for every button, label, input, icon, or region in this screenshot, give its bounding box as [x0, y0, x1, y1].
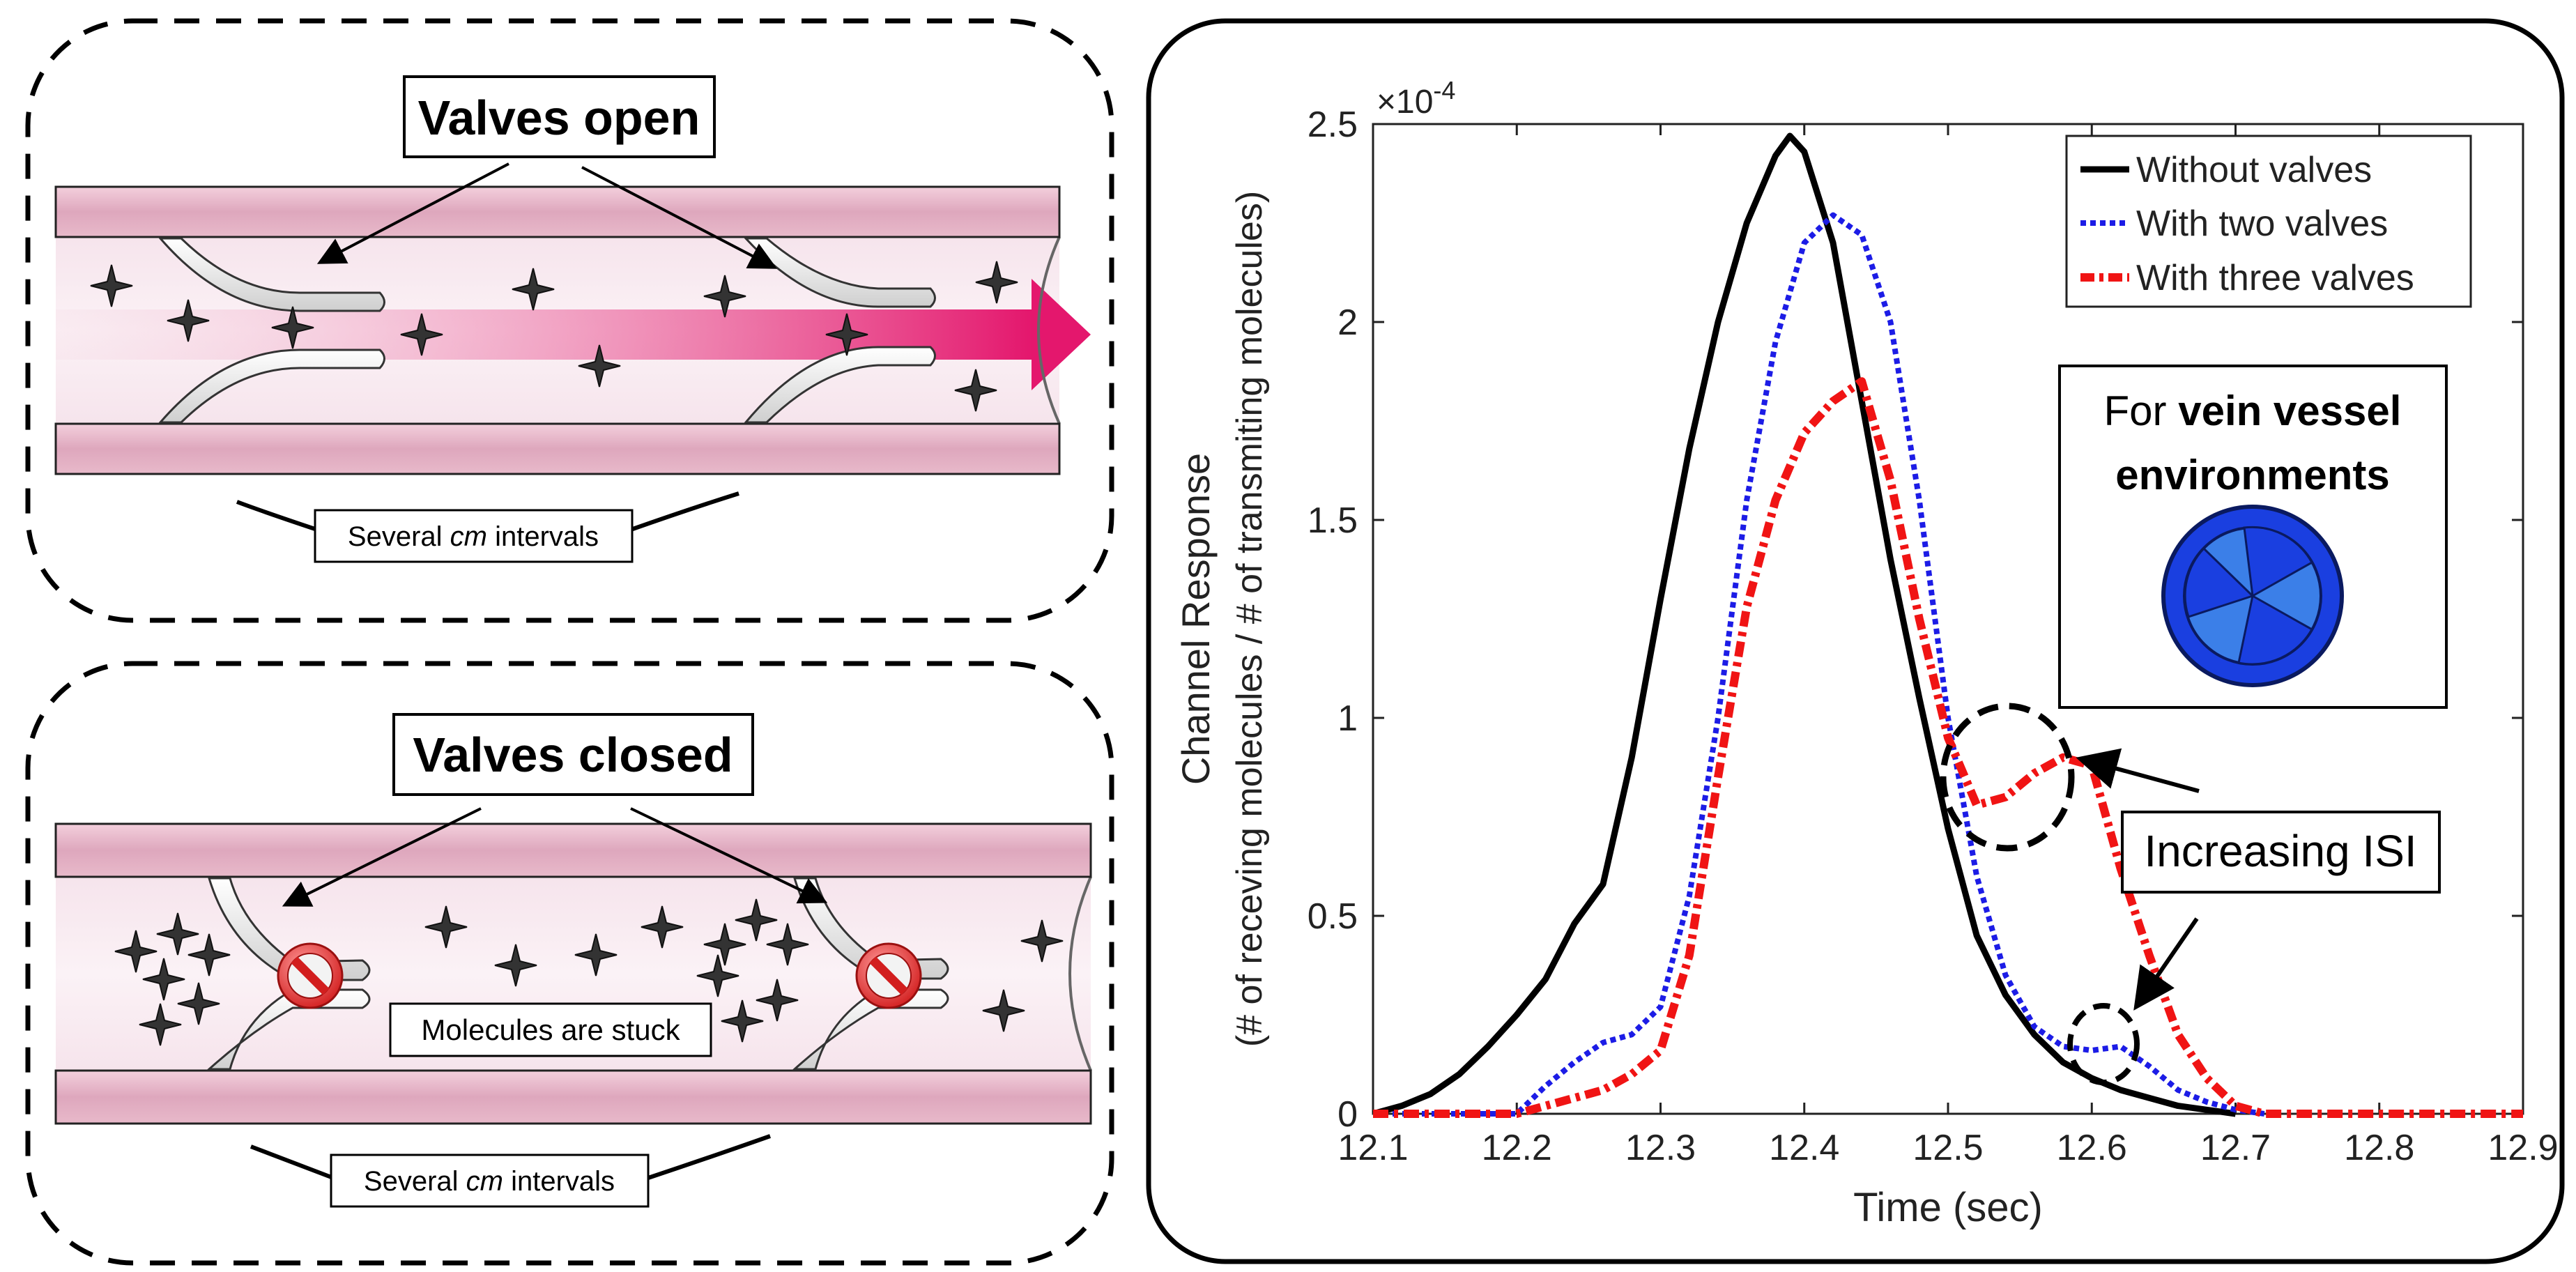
interval-brace-closed-right [647, 1134, 771, 1180]
valves-closed-title-box: Valves closed [392, 713, 754, 796]
legend-box [2065, 135, 2472, 308]
valves-open-title-box: Valves open [403, 75, 716, 158]
legend-label-without-valves: Without valves [2136, 150, 2372, 190]
x-tick-label: 12.6 [2057, 1128, 2127, 1168]
pointer-arrow-open-1 [316, 162, 509, 264]
legend-label-three-valves: With three valves [2136, 258, 2414, 298]
series-line-without-valves [1372, 132, 2237, 1117]
y-axis-label-line2: (# of receving molecules / # of transmit… [1229, 191, 1270, 1047]
valve-leaflet-bottom-2 [743, 346, 936, 424]
y-tick-label: 2.5 [1308, 105, 1358, 145]
chart-panel-border [1146, 18, 2565, 1264]
interval-brace-open-right [630, 491, 739, 532]
x-tick-label: 12.8 [2344, 1128, 2414, 1168]
legend: Without valves With two valves With thre… [2065, 135, 2472, 308]
isi-arrow-2 [2133, 917, 2199, 1011]
y-tick-label: 2 [1337, 302, 1358, 343]
vessel-end-curve-closed [1068, 876, 1092, 1071]
vein-valve-icon [2161, 505, 2344, 687]
valve-closed-bottom-2 [792, 988, 949, 1071]
vein-vessel-annotation: For vein vessel environments [2058, 365, 2448, 709]
y-axis-label-line1: Channel Response [1174, 453, 1218, 785]
stuck-label-box [389, 1002, 712, 1057]
x-tick-label: 12.3 [1625, 1128, 1696, 1168]
interval-label-closed-box [330, 1154, 650, 1208]
y-tick-label: 0 [1337, 1094, 1358, 1135]
y-tick-label: 1.5 [1308, 500, 1358, 541]
isi-circle-large [1940, 703, 2075, 852]
flow-arrow-head [1032, 279, 1091, 390]
valve-leaflet-bottom-1 [158, 348, 385, 424]
vessel-wall-top-closed [54, 822, 1092, 878]
y-tick-label: 1 [1337, 698, 1358, 739]
vessel-wall-top [54, 185, 1061, 238]
interval-brace-closed-left [250, 1144, 335, 1180]
legend-label-two-valves: With two valves [2136, 204, 2388, 244]
series-lines [1372, 132, 2523, 1118]
valves-closed-title: Valves closed [413, 728, 733, 782]
interval-brace-open-left [236, 500, 318, 532]
x-tick-label: 12.2 [1482, 1128, 1552, 1168]
pointer-arrow-open-2 [581, 166, 778, 269]
vessel-wall-bottom-closed [54, 1069, 1092, 1125]
valves-closed-panel-border [25, 661, 1114, 1266]
chart-panel: 12.1 12.2 12.3 12.4 12.5 12.6 12.7 12.8 12.900.5… [1146, 18, 2565, 1264]
y-tick-label: 0.5 [1308, 896, 1358, 937]
x-tick-label: 12.5 [1912, 1128, 1983, 1168]
vessel-open [54, 185, 1091, 475]
valves-open-panel-border [25, 18, 1114, 623]
valves-closed-panel: Molecules are stuck Valves closed Severa… [25, 661, 1114, 1266]
valve-leaflet-top-2 [743, 237, 936, 308]
stuck-label: Molecules are stuck [421, 1013, 680, 1046]
series-line-with-three-valves [1373, 377, 2523, 1118]
interval-label-closed: Several cm intervals [364, 1166, 615, 1197]
isi-annotation: Increasing ISI [1940, 703, 2441, 1085]
vessel-end-curve [1037, 236, 1061, 424]
vein-box-line2: environments [2115, 452, 2389, 498]
axis-ticks: 12.1 12.2 12.3 12.4 12.5 12.6 12.7 12.8 12.900.5… [1308, 105, 2559, 1168]
vessel-closed: Molecules are stuck [54, 822, 1092, 1125]
isi-label-box [2121, 811, 2441, 894]
valves-open-panel: Valves open Several cm intervals [25, 18, 1114, 623]
x-tick-label: 12.1 [1337, 1128, 1408, 1168]
valve-closed-bottom-1 [206, 988, 371, 1071]
x-tick-label: 12.9 [2487, 1128, 2558, 1168]
interval-label-open: Several cm intervals [348, 521, 599, 552]
isi-arrow-1 [2076, 748, 2200, 793]
vessel-wall-bottom [54, 422, 1061, 475]
x-axis-label: Time (sec) [1853, 1185, 2043, 1230]
isi-label: Increasing ISI [2144, 826, 2416, 876]
y-scale-factor: ×10-4 [1377, 76, 1455, 121]
no-entry-icon-1 [278, 944, 342, 1008]
interval-label-open-box [314, 509, 634, 563]
valve-leaflet-top-1 [158, 237, 385, 312]
pointer-arrow-closed-1 [282, 807, 482, 907]
valves-open-title: Valves open [418, 91, 700, 145]
vein-box-line1: For vein vessel [2104, 388, 2402, 434]
pointer-arrow-closed-2 [630, 807, 828, 904]
no-entry-icon-2 [857, 944, 921, 1008]
x-tick-label: 12.7 [2200, 1128, 2271, 1168]
series-line-with-two-valves [1373, 212, 2265, 1117]
isi-circle-small [2067, 1003, 2140, 1085]
x-tick-label: 12.4 [1769, 1128, 1839, 1168]
